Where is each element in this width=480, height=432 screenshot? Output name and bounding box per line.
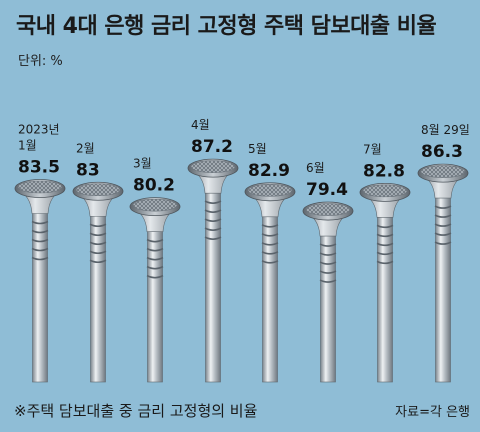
nail-ring [261,233,279,237]
category-label: 7월 [363,142,382,156]
nail-ring [31,220,49,225]
category-label: 5월 [248,142,267,156]
nail-bar [359,182,411,383]
nail-bar [417,163,469,383]
nail-head [17,180,63,194]
nail-head [190,160,236,173]
nail-bar [14,179,66,383]
nail-ring [319,270,337,274]
nail-bar [129,197,181,383]
nail-ring [146,238,164,243]
nail-head [132,198,178,212]
category-label: 2월 [76,141,95,155]
nail-head [362,184,408,198]
data-label: 79.4 [306,180,348,200]
footnote: ※주택 담보대출 중 금리 고정형의 비율 [14,402,258,420]
nail-bar [244,182,296,383]
nail-ring [376,224,394,229]
nail-ring [89,241,107,246]
nail-ring [146,247,164,252]
nail-ring [376,251,394,256]
nail-ring [434,241,452,245]
nail-ring [204,209,222,213]
nail-ring [434,205,452,209]
nail-ring [204,227,222,231]
data-label: 83.5 [18,158,60,178]
nail-shaft [147,207,163,383]
nail-ring [261,260,279,264]
nail-ring [146,274,164,279]
nail-shaft [320,211,336,383]
nail-shaft [205,168,221,383]
nail-ring [376,260,394,265]
category-label: 4월 [191,118,210,132]
nail-bar [302,201,354,383]
nail-ring [89,250,107,255]
nail-head [420,165,466,178]
category-label: 3월 [133,157,152,171]
nail-head [75,183,121,197]
data-label: 80.2 [133,176,175,196]
nail-ring [319,243,337,247]
nail-shaft [90,191,106,383]
nail-ring [261,242,279,246]
nail-ring [376,242,394,247]
data-label: 86.3 [421,142,463,162]
nail-ring [434,232,452,236]
nail-ring [204,236,222,240]
chart-title: 국내 4대 은행 금리 고정형 주택 담보대출 비율 [16,14,437,39]
nail-ring [261,224,279,228]
nail-ring [319,252,337,256]
nail-ring [89,259,107,264]
data-label: 87.2 [191,137,233,157]
nail-ring [89,223,107,228]
data-label: 82.8 [363,161,405,181]
nail-ring [319,279,337,283]
nail-ring [31,238,49,243]
nail-shaft [262,192,278,383]
nail-shaft [32,189,48,383]
nail-ring [434,214,452,218]
nail-ring [376,233,394,238]
nail-ring [146,256,164,261]
source-note: 자료=각 은행 [395,405,470,420]
nail-shaft [377,193,393,383]
data-label: 82.9 [248,161,290,181]
nail-ring [204,200,222,204]
nail-ring [31,256,49,261]
nail-ring [89,232,107,237]
nail-bar [187,158,239,383]
nail-ring [319,261,337,265]
category-label: 1월 [18,139,37,153]
nail-ring [204,218,222,222]
nail-ring [261,251,279,255]
category-label: 8월 29일 [421,123,470,137]
nail-shaft [435,173,451,383]
nail-ring [31,229,49,234]
nail-head [247,184,293,197]
category-label: 6월 [306,161,325,175]
nail-ring [146,265,164,270]
data-label: 83 [76,160,100,180]
nail-ring [434,223,452,227]
unit-label: 단위: % [18,54,63,69]
category-label: 2023년 [18,123,60,137]
nail-head [305,203,351,216]
nail-bar [72,181,124,383]
nail-ring [31,247,49,252]
